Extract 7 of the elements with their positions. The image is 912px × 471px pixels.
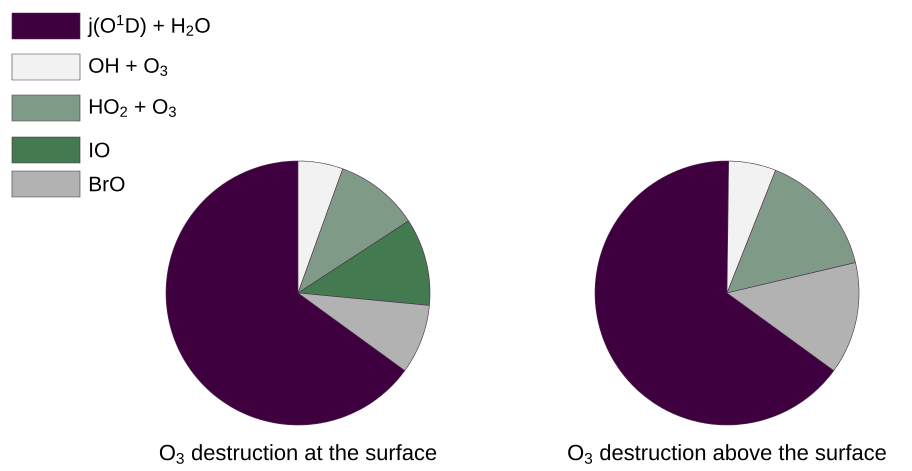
- legend-label: BrO: [90, 176, 124, 192]
- legend-label: HO$_{2}$ + O$_{3}$: [90, 99, 176, 117]
- legend-label: OH + O$_{3}$: [89, 58, 168, 76]
- text: O$_{3}$ destruction above the surface: [568, 444, 886, 464]
- legend-label: j(O$^{1}$D) + H$_{2}$O: [88, 15, 210, 37]
- legend-label: IO: [90, 142, 110, 158]
- text: O$_{3}$ destruction at the surface: [160, 444, 436, 464]
